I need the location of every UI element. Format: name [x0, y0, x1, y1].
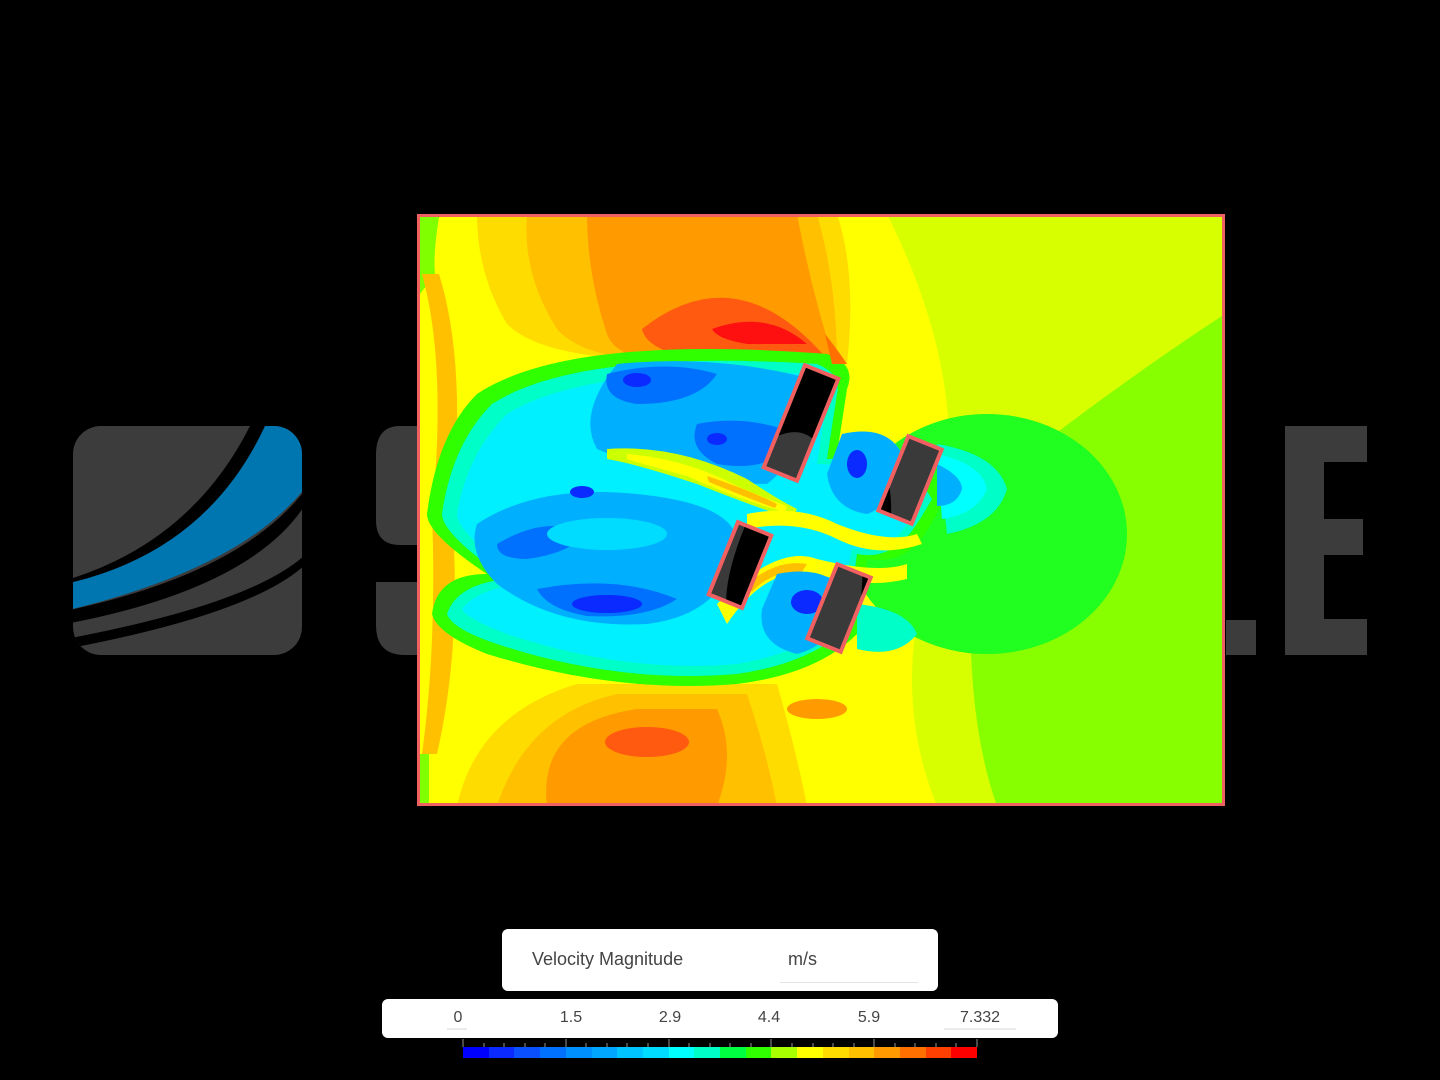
legend-title-box: Velocity Magnitude m/s	[502, 929, 938, 991]
minor-tick	[729, 1043, 732, 1047]
minor-tick	[852, 1043, 855, 1047]
minor-tick	[544, 1043, 547, 1047]
colorbar-swatch	[771, 1047, 798, 1058]
building-2	[875, 433, 945, 527]
colorbar-swatch	[848, 1047, 875, 1058]
colorbar-ticks-box: 0 1.5 2.9 4.4 5.9 7.332	[382, 999, 1058, 1038]
contour-field	[417, 214, 1225, 806]
minor-tick	[893, 1043, 896, 1047]
minor-tick	[955, 1043, 958, 1047]
major-tick	[564, 1039, 567, 1047]
legend-unit: m/s	[788, 949, 817, 969]
minor-tick	[832, 1043, 835, 1047]
major-tick	[976, 1039, 978, 1047]
simscale-logo-icon	[73, 426, 302, 655]
colorbar-swatch	[899, 1047, 926, 1058]
colorbar-swatch	[463, 1047, 489, 1058]
minor-tick	[503, 1043, 506, 1047]
domain-outline	[417, 214, 1225, 806]
building-3	[706, 519, 774, 611]
legend-title: Velocity Magnitude	[532, 949, 684, 969]
minor-tick	[523, 1043, 526, 1047]
colorbar-swatch	[797, 1047, 823, 1058]
minor-tick	[647, 1043, 650, 1047]
major-tick	[770, 1039, 773, 1047]
minor-tick	[934, 1043, 937, 1047]
colorbar-swatch	[720, 1047, 746, 1058]
minor-tick	[585, 1043, 588, 1047]
velocity-contour-viewport[interactable]	[417, 214, 1225, 806]
minor-tick	[708, 1043, 711, 1047]
colorbar-swatch	[951, 1047, 978, 1058]
tick-label-0: 0	[453, 1009, 463, 1026]
colorbar-swatch	[822, 1047, 849, 1058]
colorbar-swatch	[514, 1047, 541, 1058]
major-tick	[462, 1039, 464, 1047]
colorbar-swatch	[925, 1047, 952, 1058]
max-value-underline[interactable]	[944, 1028, 1016, 1030]
colorbar-swatch	[874, 1047, 900, 1058]
tick-label-2: 2.9	[658, 1009, 682, 1026]
minor-tick	[626, 1043, 629, 1047]
colorbar-swatch	[642, 1047, 669, 1058]
building-4	[804, 561, 874, 655]
colorbar-swatch	[617, 1047, 643, 1058]
minor-tick	[914, 1043, 917, 1047]
colorbar-swatch	[668, 1047, 695, 1058]
tick-label-4: 5.9	[857, 1009, 881, 1026]
min-value-underline[interactable]	[447, 1028, 467, 1030]
minor-tick	[749, 1043, 752, 1047]
major-tick	[667, 1039, 670, 1047]
colorbar-swatch	[591, 1047, 618, 1058]
minor-tick	[688, 1043, 691, 1047]
tick-label-3: 4.4	[757, 1009, 781, 1026]
brand-text-fragments	[376, 426, 1367, 655]
colorbar-swatch	[694, 1047, 721, 1058]
colorbar-swatch	[540, 1047, 566, 1058]
minor-tick	[605, 1043, 608, 1047]
colorbar	[463, 1047, 978, 1058]
colorbar-swatch	[745, 1047, 772, 1058]
building-1	[761, 362, 841, 484]
buildings	[706, 362, 945, 655]
minor-tick	[811, 1043, 814, 1047]
minor-tick	[790, 1043, 793, 1047]
tick-label-1: 1.5	[559, 1009, 583, 1026]
tick-label-5: 7.332	[959, 1009, 1001, 1026]
colorbar-swatch	[488, 1047, 515, 1058]
legend-unit-field[interactable]: m/s	[780, 947, 918, 983]
minor-tick	[482, 1043, 485, 1047]
colorbar-tick-marks	[462, 1035, 978, 1047]
colorbar-swatch	[565, 1047, 592, 1058]
major-tick	[873, 1039, 876, 1047]
